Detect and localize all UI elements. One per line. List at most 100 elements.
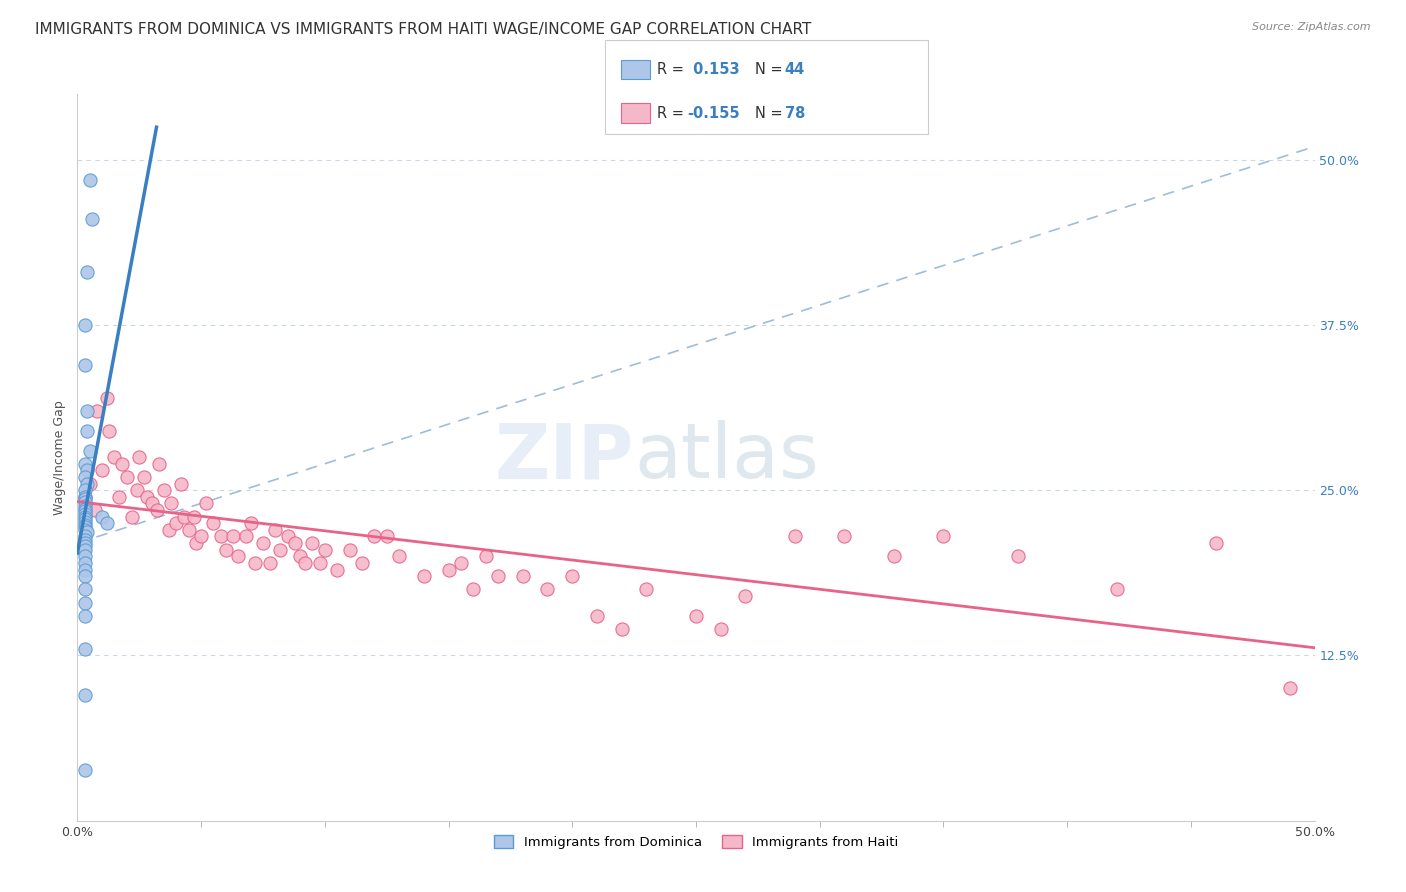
- Point: [73, 562, 96, 576]
- Point: [259, 556, 281, 570]
- Point: [190, 529, 212, 543]
- Point: [73, 490, 96, 504]
- Point: [170, 476, 193, 491]
- Point: [82, 212, 104, 227]
- Point: [73, 582, 96, 597]
- Point: [222, 529, 245, 543]
- Point: [173, 509, 195, 524]
- Point: [148, 457, 170, 471]
- Point: [141, 496, 163, 510]
- Point: [350, 556, 373, 570]
- Text: Source: ZipAtlas.com: Source: ZipAtlas.com: [1253, 22, 1371, 32]
- Point: [314, 542, 336, 557]
- Point: [512, 569, 534, 583]
- Point: [73, 490, 96, 504]
- Point: [145, 503, 167, 517]
- Point: [301, 536, 323, 550]
- Point: [202, 516, 225, 531]
- Point: [636, 582, 658, 597]
- Point: [128, 450, 150, 465]
- Point: [195, 496, 218, 510]
- Point: [73, 507, 96, 521]
- Point: [450, 556, 472, 570]
- Point: [412, 569, 434, 583]
- Point: [685, 608, 707, 623]
- Text: ZIP: ZIP: [495, 420, 634, 494]
- Point: [734, 589, 756, 603]
- Point: [308, 556, 330, 570]
- Point: [160, 496, 183, 510]
- Point: [184, 536, 207, 550]
- Point: [91, 463, 114, 477]
- Point: [79, 476, 101, 491]
- Point: [73, 549, 96, 564]
- Point: [284, 536, 307, 550]
- Point: [73, 515, 96, 529]
- Point: [73, 512, 96, 526]
- Point: [98, 424, 121, 438]
- Text: N =: N =: [755, 62, 787, 77]
- Point: [215, 542, 238, 557]
- Point: [73, 539, 96, 553]
- Point: [183, 509, 205, 524]
- Point: [294, 556, 316, 570]
- Point: [486, 569, 509, 583]
- Text: N =: N =: [755, 106, 787, 120]
- Point: [288, 549, 311, 564]
- Text: IMMIGRANTS FROM DOMINICA VS IMMIGRANTS FROM HAITI WAGE/INCOME GAP CORRELATION CH: IMMIGRANTS FROM DOMINICA VS IMMIGRANTS F…: [35, 22, 811, 37]
- Point: [1278, 681, 1301, 696]
- Point: [463, 582, 485, 597]
- Point: [209, 529, 232, 543]
- Point: [375, 529, 398, 543]
- Point: [96, 516, 118, 531]
- Point: [76, 525, 98, 540]
- Point: [73, 641, 96, 656]
- Point: [135, 490, 157, 504]
- Text: R =: R =: [657, 62, 688, 77]
- Point: [73, 520, 96, 534]
- Point: [264, 523, 287, 537]
- Point: [73, 556, 96, 570]
- Point: [153, 483, 176, 498]
- Point: [79, 172, 101, 186]
- Text: 44: 44: [785, 62, 804, 77]
- Point: [932, 529, 955, 543]
- Point: [86, 404, 108, 418]
- Point: [73, 596, 96, 610]
- Point: [177, 523, 200, 537]
- Point: [73, 688, 96, 702]
- Point: [73, 542, 96, 557]
- Point: [73, 569, 96, 583]
- Point: [277, 529, 299, 543]
- Point: [73, 457, 96, 471]
- Point: [108, 490, 131, 504]
- Point: [157, 523, 180, 537]
- Point: [586, 608, 609, 623]
- Point: [115, 470, 138, 484]
- Point: [121, 509, 143, 524]
- Point: [339, 542, 361, 557]
- Point: [73, 501, 96, 516]
- Point: [76, 265, 98, 279]
- Point: [883, 549, 905, 564]
- Point: [269, 542, 291, 557]
- Point: [226, 549, 249, 564]
- Point: [73, 529, 96, 543]
- Point: [536, 582, 558, 597]
- Point: [1007, 549, 1029, 564]
- Point: [235, 529, 257, 543]
- Point: [73, 499, 96, 513]
- Point: [363, 529, 385, 543]
- Point: [561, 569, 583, 583]
- Y-axis label: Wage/Income Gap: Wage/Income Gap: [53, 400, 66, 515]
- Text: -0.155: -0.155: [688, 106, 740, 120]
- Point: [610, 622, 633, 636]
- Point: [437, 562, 460, 576]
- Point: [73, 536, 96, 550]
- Point: [834, 529, 856, 543]
- Point: [76, 424, 98, 438]
- Point: [73, 470, 96, 484]
- Point: [710, 622, 733, 636]
- Point: [73, 764, 96, 778]
- Point: [73, 318, 96, 332]
